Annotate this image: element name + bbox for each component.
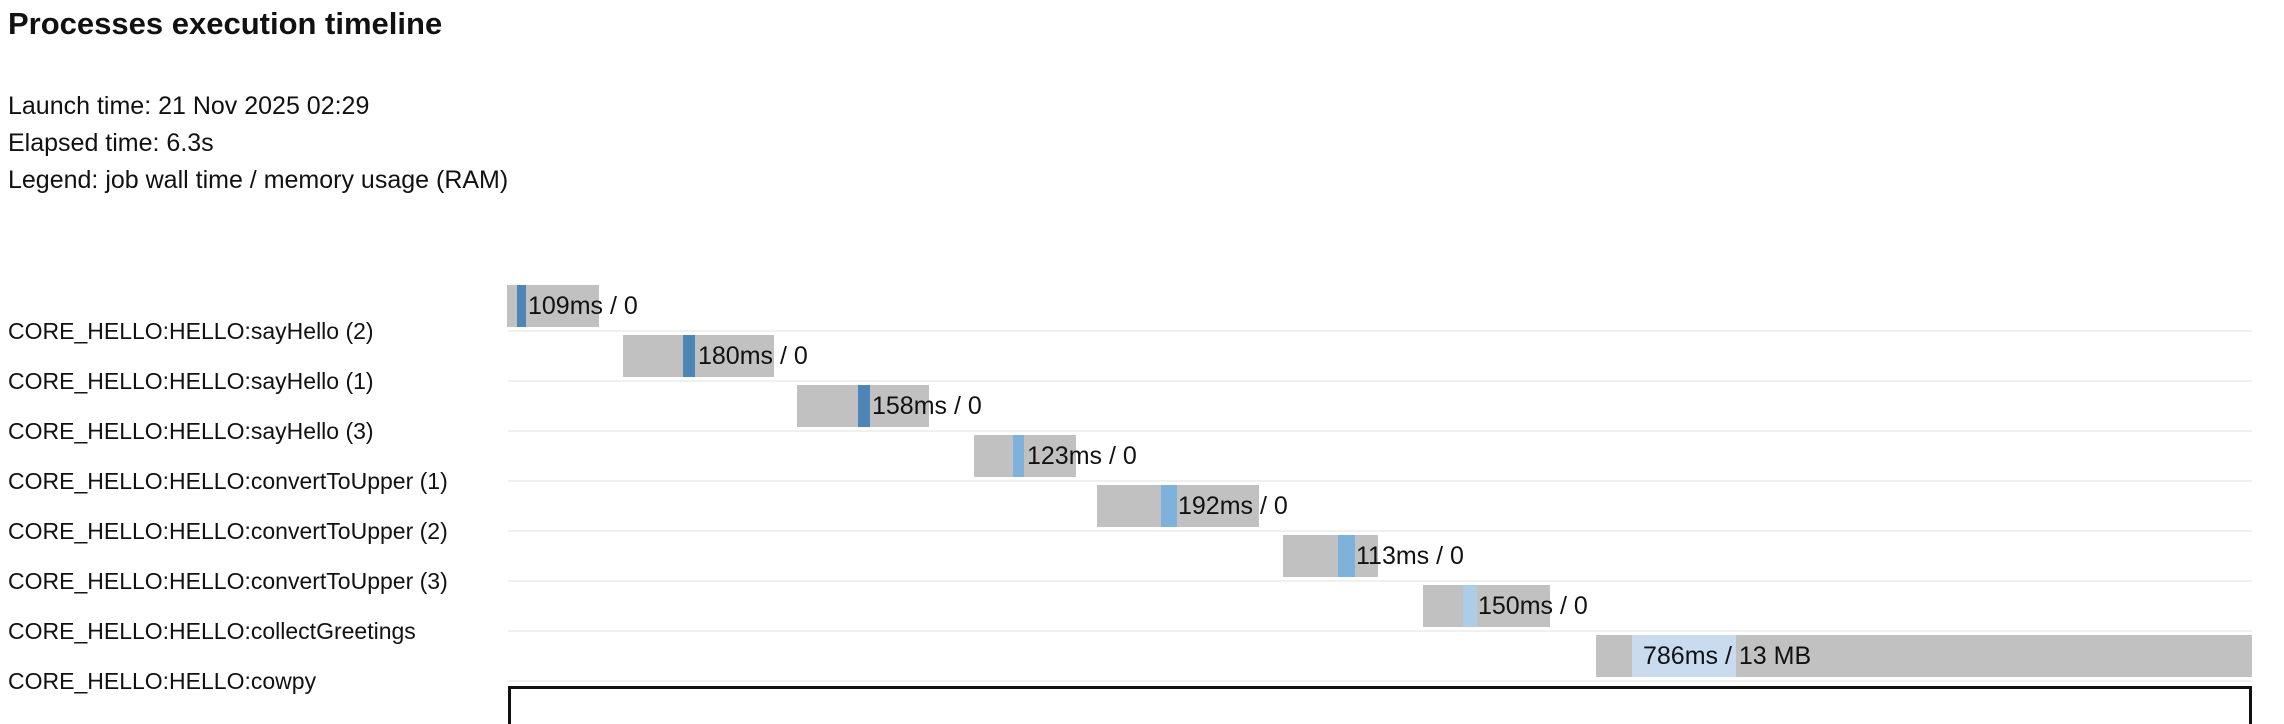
- row-separator: [508, 680, 2252, 682]
- process-label: CORE_HELLO:HELLO:convertToUpper (1): [8, 468, 448, 494]
- run-segment: [1338, 535, 1355, 577]
- run-segment: [1161, 485, 1177, 527]
- bar-value-label: 192ms / 0: [1178, 492, 1288, 520]
- bar-value-label: 113ms / 0: [1356, 542, 1464, 570]
- run-segment: [858, 385, 870, 427]
- run-segment: [1013, 435, 1024, 477]
- bar-value-label: 158ms / 0: [872, 392, 982, 420]
- launch-time-text: Launch time: 21 Nov 2025 02:29: [8, 92, 370, 120]
- row-separator: [508, 480, 2252, 482]
- run-segment: [517, 285, 526, 327]
- bar-value-label: 123ms / 0: [1027, 442, 1137, 470]
- elapsed-time-text: Elapsed time: 6.3s: [8, 129, 214, 157]
- run-segment: [1632, 635, 1736, 677]
- report-meta: Launch time: 21 Nov 2025 02:29 Elapsed t…: [8, 88, 508, 199]
- row-separator: [508, 430, 2252, 432]
- bar-value-label: 786ms / 13 MB: [1643, 642, 1812, 670]
- process-label: CORE_HELLO:HELLO:convertToUpper (2): [8, 518, 448, 544]
- page-title: Processes execution timeline: [8, 6, 443, 41]
- process-bar: [1423, 585, 1550, 627]
- process-label: CORE_HELLO:HELLO:sayHello (1): [8, 368, 374, 394]
- process-bar: [974, 435, 1076, 477]
- process-bar: [623, 335, 774, 377]
- process-label: CORE_HELLO:HELLO:collectGreetings: [8, 618, 416, 644]
- bar-value-label: 109ms / 0: [528, 292, 638, 320]
- process-label: CORE_HELLO:HELLO:sayHello (3): [8, 418, 374, 444]
- row-separator: [508, 380, 2252, 382]
- time-axis-box: [508, 686, 2252, 724]
- bar-value-label: 180ms / 0: [698, 342, 808, 370]
- run-segment: [1463, 585, 1477, 627]
- process-label: CORE_HELLO:HELLO:cowpy: [8, 668, 317, 694]
- bar-value-label: 150ms / 0: [1478, 592, 1588, 620]
- row-separator: [508, 580, 2252, 582]
- row-separator: [508, 530, 2252, 532]
- process-bar: [1283, 535, 1378, 577]
- run-segment: [683, 335, 695, 377]
- legend-text: Legend: job wall time / memory usage (RA…: [8, 166, 509, 194]
- process-label: CORE_HELLO:HELLO:convertToUpper (3): [8, 568, 448, 594]
- process-label: CORE_HELLO:HELLO:sayHello (2): [8, 318, 374, 344]
- row-separator: [508, 330, 2252, 332]
- row-separator: [508, 630, 2252, 632]
- process-bar: [1097, 485, 1259, 527]
